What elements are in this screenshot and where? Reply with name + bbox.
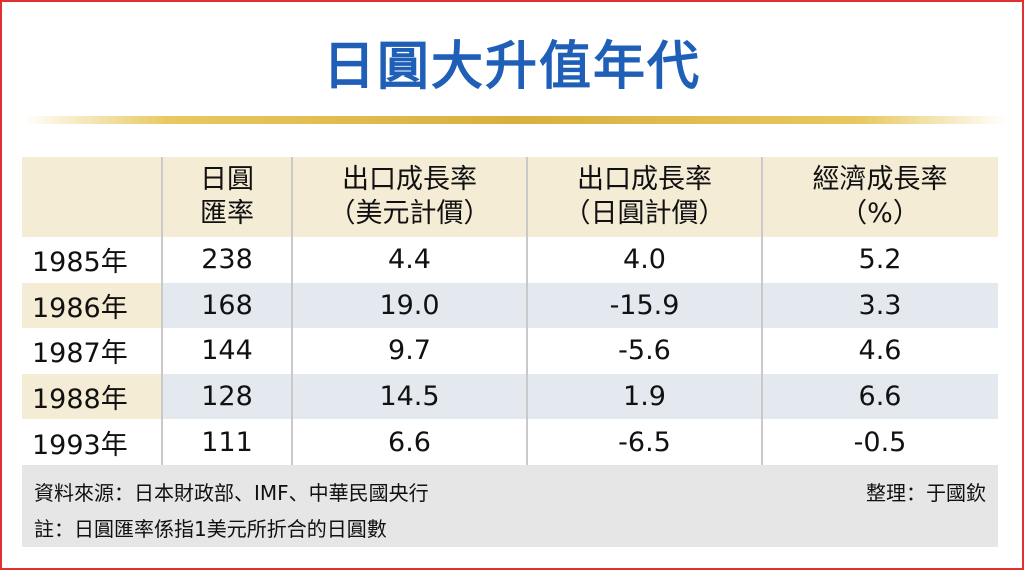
- row-label: 1987年: [32, 338, 128, 370]
- source: 資料來源：日本財政部、IMF、中華民國央行: [34, 481, 429, 505]
- table-cell: 14.5: [379, 381, 440, 413]
- header-line: 出口成長率: [342, 164, 477, 195]
- header-line: 出口成長率: [577, 164, 712, 195]
- column-separator: [761, 157, 763, 465]
- table-cell: 128: [201, 381, 253, 413]
- row-band: [22, 373, 162, 420]
- header-line: （日圓計價）: [563, 198, 726, 229]
- row-label: 1988年: [32, 384, 128, 416]
- header-line: 匯率: [200, 198, 254, 229]
- column-header: 出口成長率 （日圓計價）: [527, 157, 762, 237]
- table-cell: 144: [201, 335, 253, 367]
- table-cell: 1.9: [623, 381, 666, 413]
- column-header: 經濟成長率 （%）: [762, 157, 998, 237]
- row-band: [22, 282, 162, 329]
- table-cell: -0.5: [853, 426, 907, 458]
- row-label: 1986年: [32, 292, 128, 324]
- header-line: （%）: [840, 198, 920, 229]
- header-row: [22, 157, 998, 237]
- table-cell: -15.9: [609, 289, 680, 321]
- table-cell: 4.0: [623, 244, 666, 276]
- column-header: 日圓 匯率: [162, 157, 292, 237]
- title: 日圓大升值年代: [322, 37, 701, 97]
- table-cell: 6.6: [388, 426, 431, 458]
- row-label: 1993年: [32, 429, 128, 461]
- table-cell: 111: [201, 426, 253, 458]
- header-line: 經濟成長率: [812, 164, 948, 195]
- column-separator: [161, 157, 163, 465]
- table-cell: -6.5: [618, 426, 671, 458]
- table-cell: 6.6: [858, 381, 902, 413]
- table-cell: 4.6: [858, 335, 902, 367]
- table-cell: 168: [201, 289, 253, 321]
- header-line: 日圓: [200, 164, 254, 195]
- table-cell: 4.4: [388, 244, 431, 276]
- column-separator: [291, 157, 293, 465]
- row-label: 1985年: [32, 247, 128, 279]
- footer: 資料來源：日本財政部、IMF、中華民國央行 整理：于國欽 註：日圓匯率係指1美元…: [22, 465, 998, 547]
- table-cell: 5.2: [858, 244, 902, 276]
- editor: 整理：于國欽: [866, 481, 986, 505]
- table-cell: 3.3: [858, 289, 902, 321]
- table-cell: 9.7: [388, 335, 431, 367]
- table-cell: 19.0: [379, 289, 440, 321]
- note: 註：日圓匯率係指1美元所折合的日圓數: [34, 517, 387, 541]
- column-header: 出口成長率 （美元計價）: [292, 157, 527, 237]
- row-band: [162, 373, 998, 420]
- header-line: （美元計價）: [328, 198, 491, 229]
- title-rule: [22, 116, 1007, 124]
- column-separator: [526, 157, 528, 465]
- row-band: [162, 282, 998, 329]
- table-cell: 238: [201, 244, 253, 276]
- table-cell: -5.6: [618, 335, 671, 367]
